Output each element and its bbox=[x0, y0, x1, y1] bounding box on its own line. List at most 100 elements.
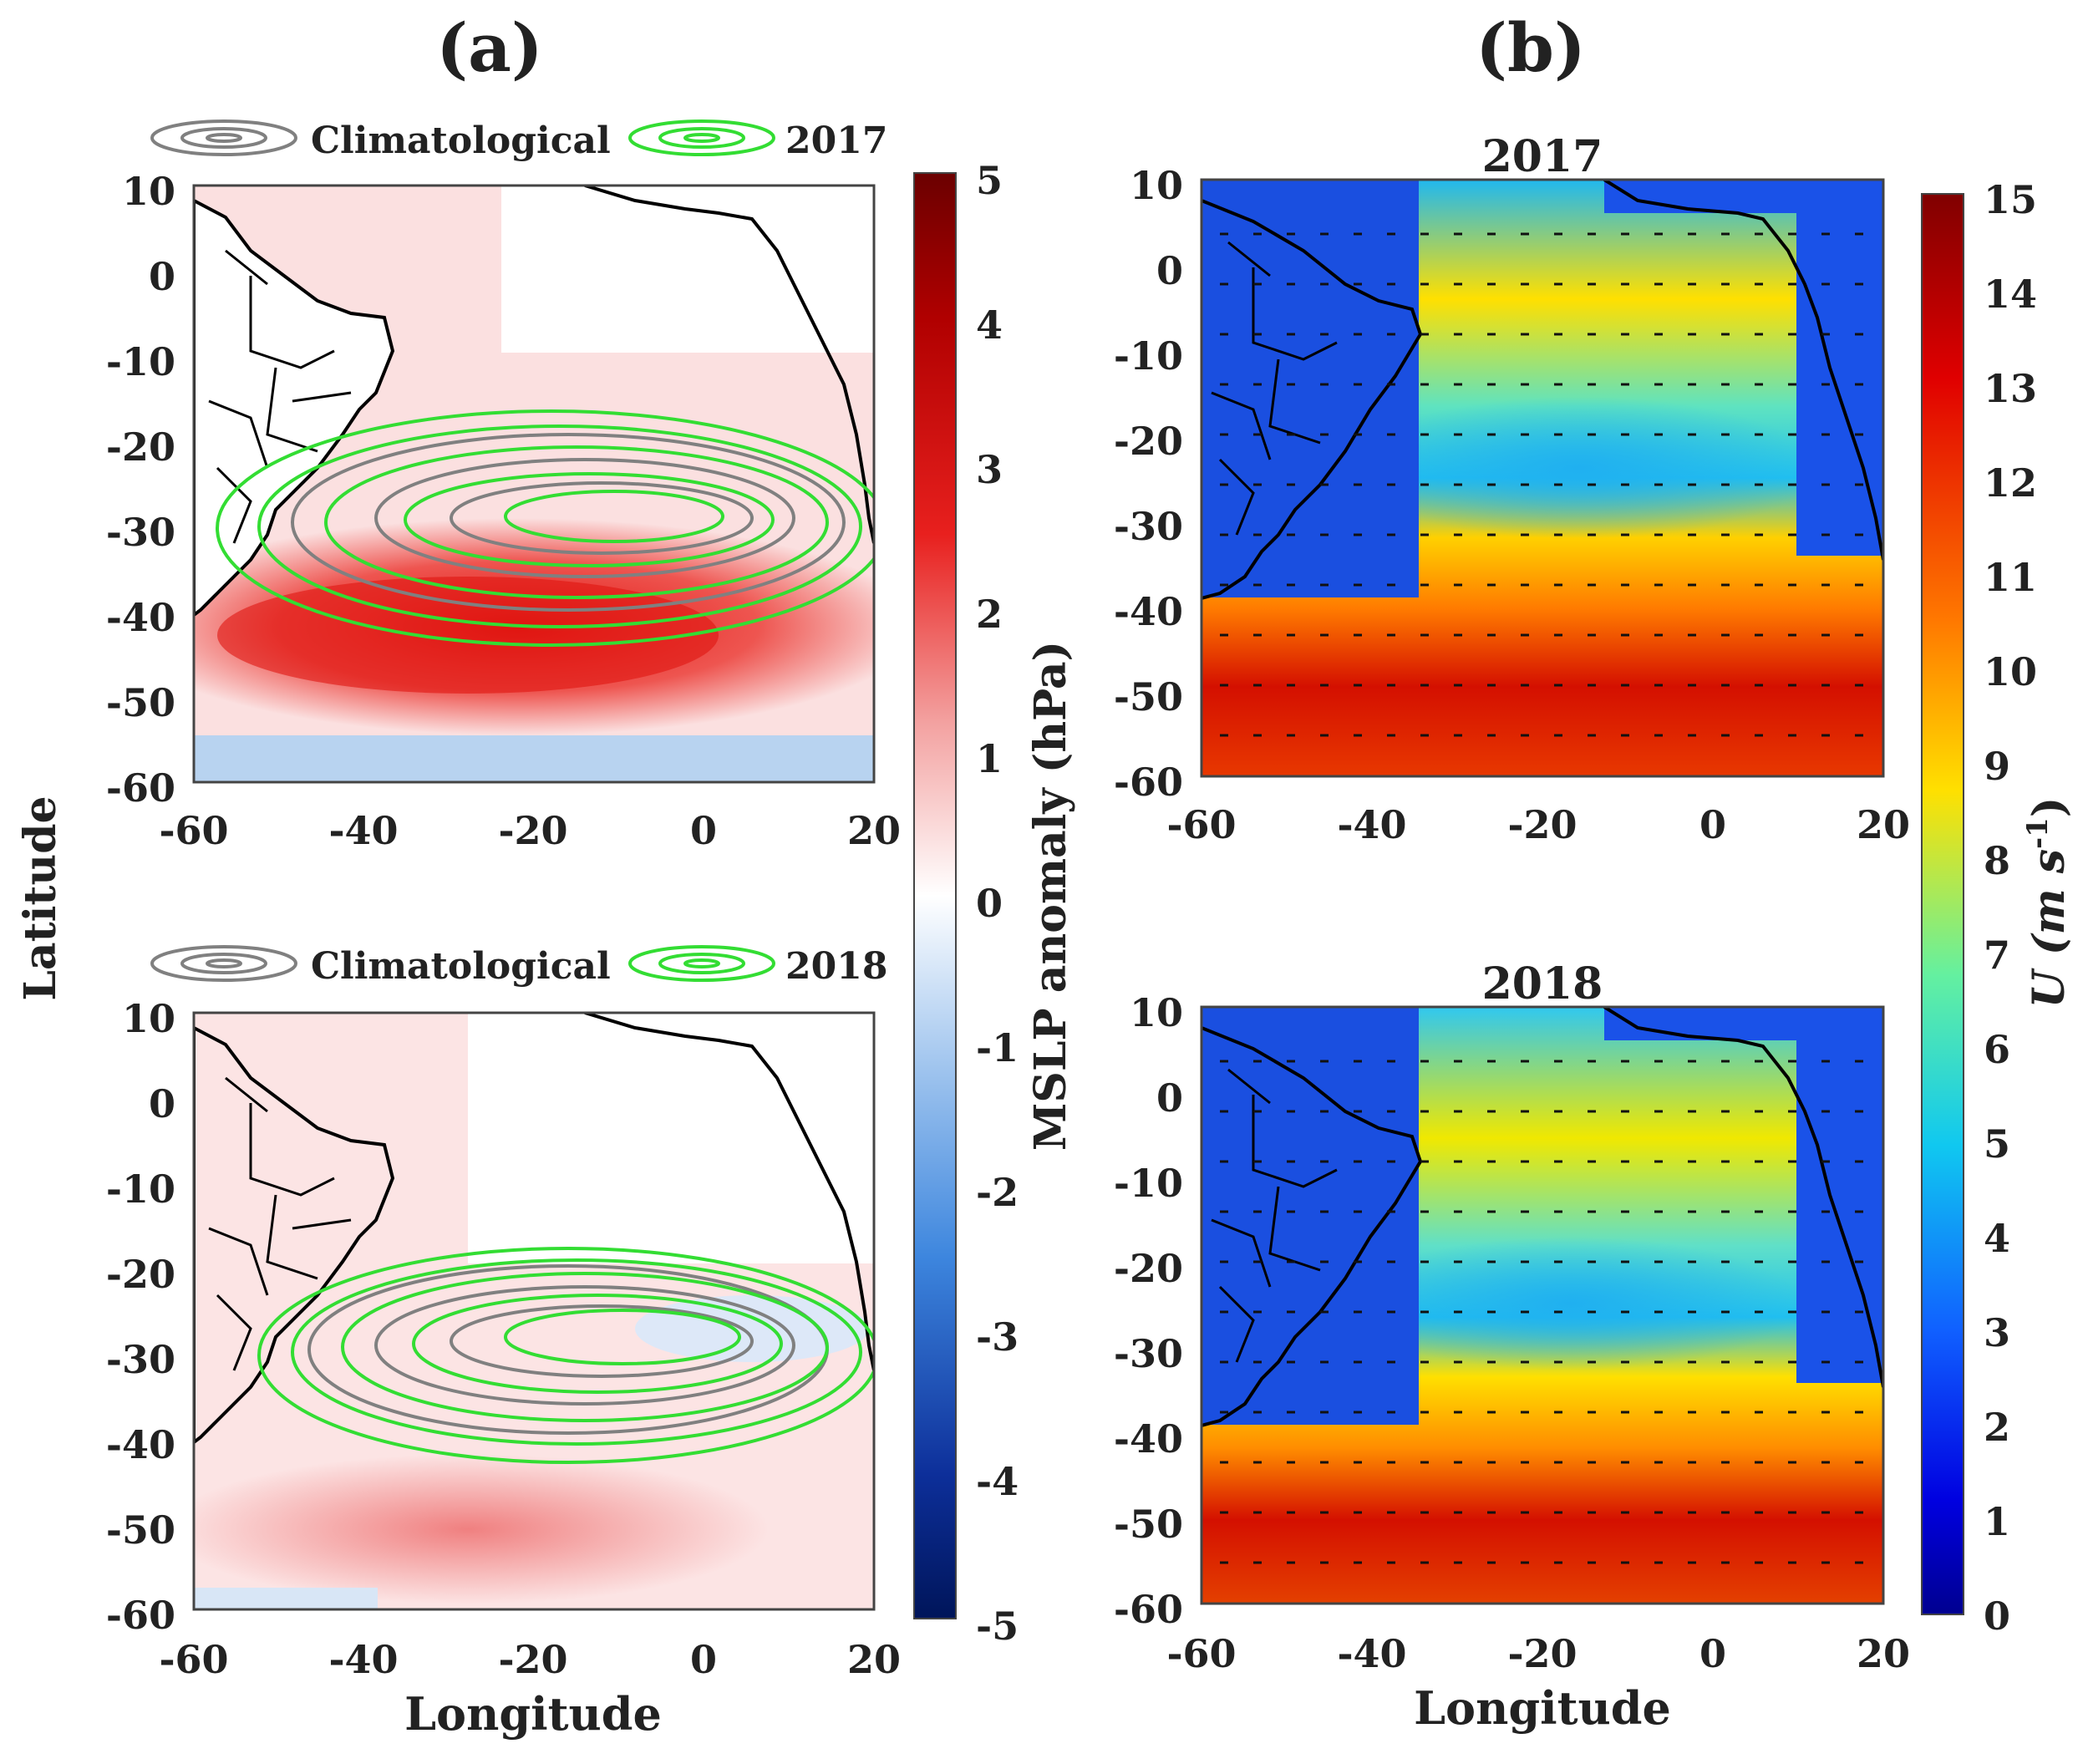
ytick: -10 bbox=[1114, 1161, 1183, 1206]
map-a-bottom bbox=[194, 1013, 874, 1609]
ytick: -30 bbox=[106, 1337, 175, 1382]
panel-a-label: (a) bbox=[436, 8, 543, 87]
contours-a-top bbox=[216, 409, 874, 647]
xtick: -40 bbox=[328, 808, 398, 853]
africa-coast bbox=[1603, 1007, 1883, 1388]
year-contour bbox=[412, 1294, 783, 1394]
legend-a-top: Climatological 2017 bbox=[150, 119, 887, 162]
ytick: 10 bbox=[122, 169, 175, 214]
climatological-contour bbox=[374, 1285, 795, 1406]
year-contour bbox=[291, 1258, 862, 1446]
colorbar-tick: 3 bbox=[976, 447, 1003, 492]
ytick: -40 bbox=[1114, 589, 1183, 634]
colorbar-tick: -3 bbox=[976, 1314, 1019, 1360]
xtick: 0 bbox=[1699, 802, 1726, 847]
colorbar-wind-label-sup: -1 bbox=[2021, 817, 2055, 849]
ytick: 10 bbox=[122, 996, 175, 1041]
ticks-b-top: 10 0 -10 -20 -30 -40 -50 -60 -60 -40 -20… bbox=[1114, 163, 1910, 847]
ytick: -60 bbox=[1114, 1587, 1183, 1632]
legend-climatological-swatch-inner bbox=[180, 953, 267, 974]
xtick: -40 bbox=[1337, 802, 1406, 847]
axes-frame-a-top bbox=[192, 184, 876, 784]
anomaly-negative-south bbox=[194, 735, 874, 782]
ytick: -30 bbox=[1114, 1331, 1183, 1376]
ytick: -20 bbox=[1114, 1246, 1183, 1291]
ytick: -40 bbox=[106, 1422, 175, 1467]
xtick: -60 bbox=[159, 808, 228, 853]
year-contour bbox=[257, 1247, 874, 1464]
xtick: 0 bbox=[690, 808, 717, 853]
colorbar-tick: 14 bbox=[1984, 272, 2037, 317]
contours-a-bottom bbox=[257, 1247, 874, 1464]
colorbar-tick: -4 bbox=[976, 1459, 1019, 1504]
axes-frame-b-top bbox=[1200, 178, 1885, 778]
legend-year-swatch bbox=[628, 945, 775, 982]
land-africa-north bbox=[1604, 1007, 1883, 1040]
ytick: -30 bbox=[106, 510, 175, 555]
colorbar-tick: 7 bbox=[1984, 933, 2010, 978]
colorbar-tick: -1 bbox=[976, 1025, 1019, 1070]
colorbar-tick: 1 bbox=[976, 736, 1003, 781]
anomaly-negative-corner bbox=[194, 1588, 378, 1609]
anomaly-positive-max bbox=[217, 577, 719, 694]
ytick: 10 bbox=[1130, 990, 1183, 1035]
colorbar-tick: 9 bbox=[1984, 744, 2010, 789]
legend-climatological-label: Climatological bbox=[311, 119, 611, 162]
colorbar-mslp-ticks: 5 4 3 2 1 0 -1 -2 -3 -4 -5 bbox=[976, 158, 1019, 1649]
ticks-a-bottom: 10 0 -10 -20 -30 -40 -50 -60 -60 -40 -20… bbox=[106, 996, 901, 1682]
colorbar-tick: 2 bbox=[976, 592, 1003, 637]
legend-year-swatch-inner bbox=[658, 953, 745, 974]
ytick: -50 bbox=[1114, 1502, 1183, 1547]
xtick: 20 bbox=[1857, 802, 1910, 847]
anomaly-negative-patch bbox=[635, 1295, 869, 1362]
map-a-top bbox=[194, 186, 874, 782]
colorbar-tick: 5 bbox=[976, 158, 1003, 203]
colorbar-tick: 2 bbox=[1984, 1405, 2010, 1450]
ytick: -20 bbox=[106, 1252, 175, 1297]
slow-wind-gyre bbox=[1337, 397, 1821, 539]
ytick: -50 bbox=[106, 1507, 175, 1553]
colorbar-tick: 8 bbox=[1984, 838, 2010, 883]
ytick: -10 bbox=[1114, 333, 1183, 379]
colorbar-tick: 15 bbox=[1984, 177, 2037, 222]
legend-year-label: 2018 bbox=[785, 945, 887, 988]
colorbar-wind bbox=[1921, 193, 1964, 1615]
ytick: -50 bbox=[1114, 674, 1183, 719]
year-contour bbox=[504, 1309, 741, 1365]
ticks-a-top: 10 0 -10 -20 -30 -40 -50 -60 -60 -40 -20… bbox=[106, 169, 901, 853]
colorbar-tick: 0 bbox=[976, 881, 1003, 926]
xtick: -20 bbox=[498, 1637, 567, 1682]
xtick: 0 bbox=[1699, 1631, 1726, 1676]
ytick: 0 bbox=[149, 1081, 175, 1126]
colorbar-tick: 4 bbox=[1984, 1216, 2010, 1261]
ytick: -20 bbox=[106, 424, 175, 470]
legend-year-label: 2017 bbox=[785, 119, 887, 162]
xtick: 0 bbox=[690, 1637, 717, 1682]
legend-a-bottom: Climatological 2018 bbox=[150, 945, 887, 988]
xtick: -40 bbox=[328, 1637, 398, 1682]
country-borders bbox=[208, 1076, 352, 1371]
xlabel-longitude-b: Longitude bbox=[1414, 1681, 1671, 1735]
legend-climatological-label: Climatological bbox=[311, 945, 611, 988]
colorbar-tick: 0 bbox=[1984, 1594, 2010, 1639]
ytick: -60 bbox=[106, 765, 175, 811]
legend-climatological-swatch bbox=[150, 945, 297, 982]
climatological-contour bbox=[374, 458, 795, 578]
africa-coast bbox=[1603, 180, 1883, 561]
africa-coast bbox=[584, 1013, 874, 1371]
title-2018: 2018 bbox=[1482, 958, 1603, 1009]
africa-coast bbox=[584, 186, 874, 544]
map-b-bottom bbox=[1202, 1007, 1883, 1604]
brazil-coast bbox=[194, 1025, 395, 1445]
colorbar-tick: 12 bbox=[1984, 460, 2037, 506]
land-africa-north bbox=[1604, 180, 1883, 213]
legend-climatological-swatch-inner bbox=[180, 127, 267, 149]
ytick: -50 bbox=[106, 680, 175, 725]
ytick: -60 bbox=[1114, 760, 1183, 805]
country-borders bbox=[1211, 1068, 1338, 1363]
country-borders bbox=[1211, 241, 1338, 536]
anomaly-near-zero-north bbox=[468, 1013, 874, 1263]
climatological-contour bbox=[450, 1304, 754, 1378]
colorbar-tick: 5 bbox=[1984, 1121, 2010, 1167]
